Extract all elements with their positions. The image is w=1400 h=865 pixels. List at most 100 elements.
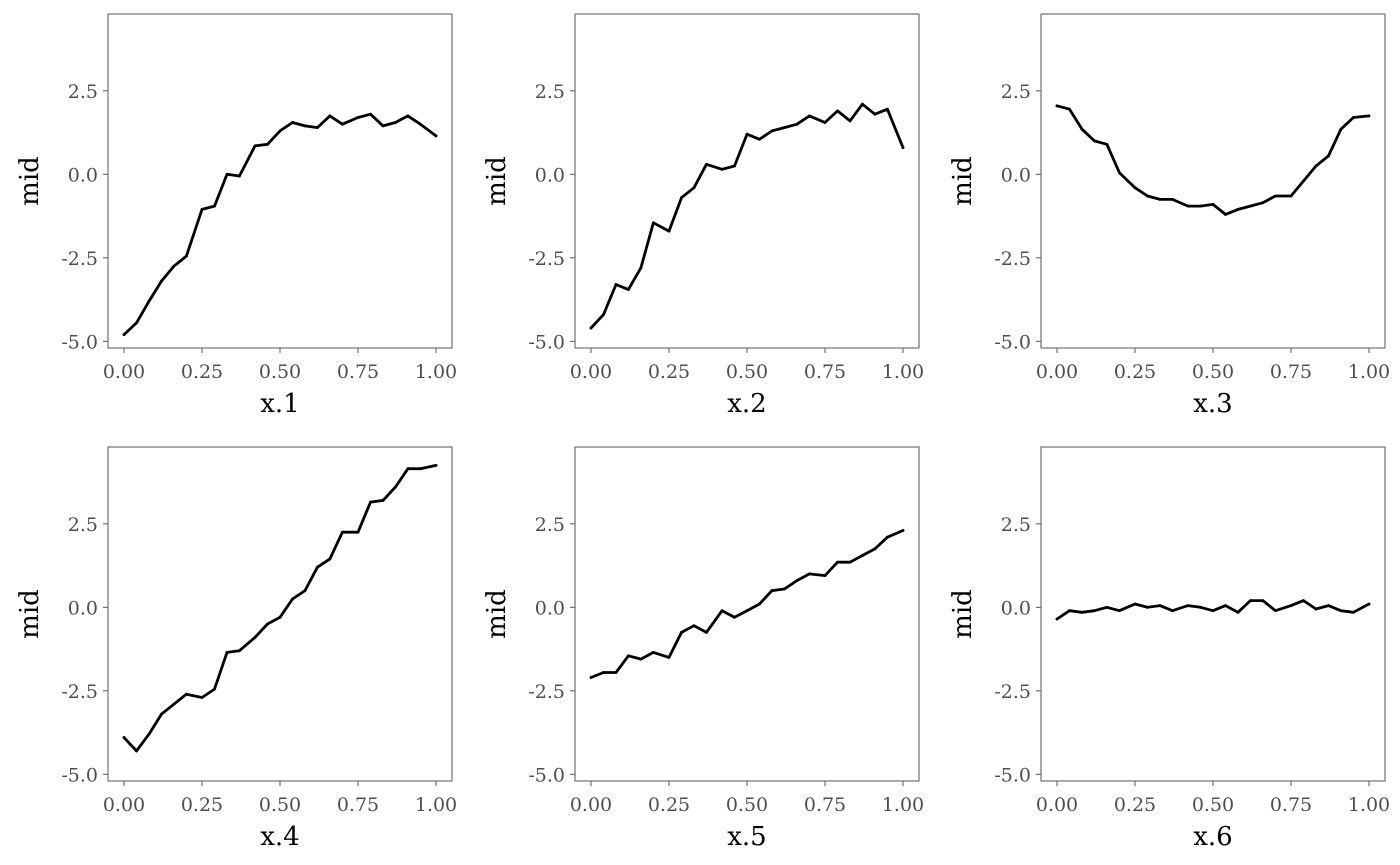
x-tick-label: 0.75 <box>1270 361 1312 383</box>
y-tick-label: -2.5 <box>61 681 98 703</box>
data-point <box>1289 194 1293 198</box>
data-point <box>328 114 332 118</box>
x-axis-title: x.6 <box>1193 822 1232 852</box>
x-tick-label: 1.00 <box>1348 794 1390 816</box>
panel-frame <box>574 446 920 782</box>
y-tick-label: -2.5 <box>994 681 1031 703</box>
y-axis-title: mid <box>948 156 978 206</box>
data-point <box>901 529 905 532</box>
data-point <box>720 167 724 171</box>
data-point <box>886 535 889 539</box>
data-point <box>122 736 126 739</box>
data-point <box>1314 164 1318 168</box>
y-tick-label: -5.0 <box>528 764 565 786</box>
x-tick-label: 0.25 <box>1114 794 1156 816</box>
x-tick-label: 0.75 <box>1270 794 1312 816</box>
data-point <box>1068 609 1071 613</box>
panel-2: -5.0 -2.5 0.0 2.5 0.00 0.25 0.50 0.75 1.00 x.2 mid <box>482 13 924 419</box>
x-tick-label: 1.00 <box>415 794 457 816</box>
data-point <box>1339 609 1343 613</box>
data-point <box>720 609 724 613</box>
panel-frame <box>1040 13 1386 349</box>
data-point <box>1080 610 1084 614</box>
data-point <box>1236 610 1240 614</box>
y-tick-label: 2.5 <box>68 514 98 536</box>
data-point <box>652 221 655 225</box>
panel-frame <box>107 13 453 349</box>
y-axis-title: mid <box>15 156 45 206</box>
y-tick-label: -2.5 <box>528 248 565 270</box>
data-point <box>602 671 605 674</box>
y-tick-label: 0.0 <box>1001 164 1031 186</box>
x-tick-label: 0.50 <box>726 361 768 383</box>
x-tick-label: 0.25 <box>181 794 223 816</box>
data-point <box>406 467 410 471</box>
data-point <box>1261 599 1265 603</box>
data-point <box>1211 609 1215 613</box>
data-point <box>758 137 761 141</box>
y-axis-title: mid <box>482 156 512 206</box>
data-point <box>1327 154 1330 158</box>
data-point <box>1302 599 1305 603</box>
x-tick-label: 0.50 <box>1192 794 1234 816</box>
x-axis-title: x.4 <box>260 822 299 852</box>
data-point <box>238 174 241 178</box>
data-point <box>1093 609 1096 613</box>
y-tick-label: -2.5 <box>528 681 565 703</box>
data-point <box>770 589 774 593</box>
data-point <box>225 651 229 654</box>
x-tick-label: 0.50 <box>726 794 768 816</box>
data-point <box>1199 204 1202 208</box>
data-point <box>1133 186 1137 190</box>
data-point <box>328 557 332 561</box>
data-point <box>1186 604 1190 608</box>
x-tick-label: 0.00 <box>1036 361 1078 383</box>
data-point <box>1236 207 1240 211</box>
data-point <box>291 597 294 601</box>
data-point <box>873 112 877 116</box>
x-tick-label: 0.25 <box>648 361 690 383</box>
y-tick-label: 2.5 <box>535 81 565 103</box>
data-point <box>639 266 643 270</box>
data-point <box>808 114 811 118</box>
data-point <box>873 547 877 551</box>
x-axis-title: x.1 <box>260 389 299 419</box>
data-point <box>1146 605 1149 609</box>
data-point <box>1261 201 1265 205</box>
data-point <box>733 164 736 168</box>
data-point <box>1146 194 1149 198</box>
data-point <box>381 499 385 502</box>
y-axis-title: mid <box>482 589 512 639</box>
data-point <box>795 579 799 582</box>
y-tick-label: -5.0 <box>994 331 1031 353</box>
x-tick-label: 0.25 <box>1114 361 1156 383</box>
data-point <box>1249 204 1252 208</box>
x-tick-label: 0.50 <box>259 794 301 816</box>
data-point <box>1068 107 1071 111</box>
data-point <box>1105 605 1109 609</box>
data-point <box>1133 602 1137 606</box>
y-tick-label: 0.0 <box>535 164 565 186</box>
data-point <box>692 624 696 628</box>
y-axis-title: mid <box>948 589 978 639</box>
data-point <box>1289 604 1293 608</box>
y-axis-title: mid <box>15 589 45 639</box>
x-axis-title: x.5 <box>727 822 766 852</box>
x-tick-label: 0.00 <box>570 361 612 383</box>
data-point <box>341 122 344 126</box>
data-point <box>1367 114 1371 118</box>
data-point <box>1105 142 1109 146</box>
x-tick-label: 1.00 <box>415 361 457 383</box>
data-point <box>213 204 216 208</box>
data-point <box>589 676 593 679</box>
data-point <box>341 530 344 534</box>
data-point <box>1093 139 1096 143</box>
x-tick-label: 0.25 <box>181 361 223 383</box>
data-point <box>1314 607 1318 611</box>
data-point <box>705 630 708 634</box>
x-tick-label: 1.00 <box>882 361 924 383</box>
data-point <box>795 122 799 126</box>
x-tick-label: 0.00 <box>1036 794 1078 816</box>
x-tick-label: 0.00 <box>570 794 612 816</box>
data-point <box>147 299 151 303</box>
